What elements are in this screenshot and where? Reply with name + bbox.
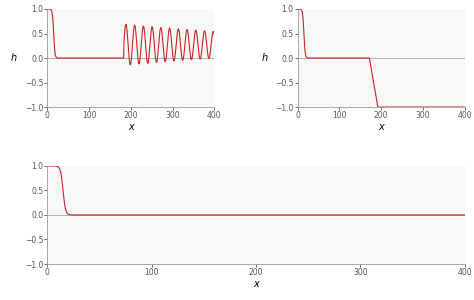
X-axis label: x: x: [128, 122, 134, 132]
X-axis label: x: x: [253, 279, 259, 289]
Y-axis label: h: h: [11, 53, 17, 63]
X-axis label: x: x: [378, 122, 384, 132]
Y-axis label: h: h: [261, 53, 267, 63]
